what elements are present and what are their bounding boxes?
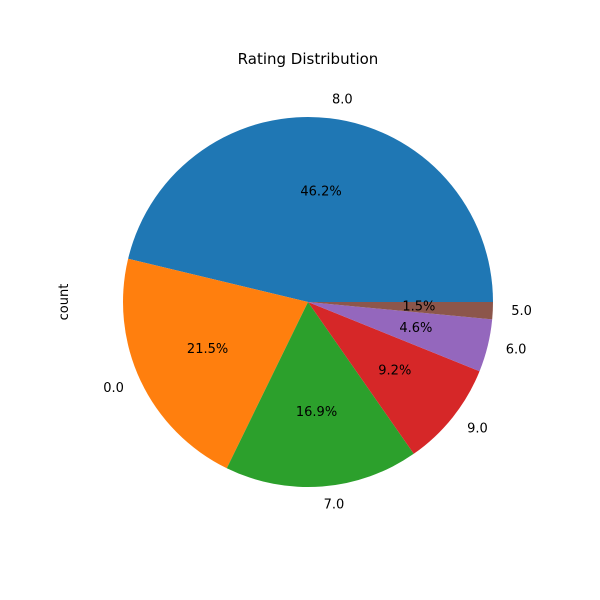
pie-slice-9-0 <box>308 302 480 454</box>
slice-label-7-0: 7.0 <box>324 497 345 512</box>
slice-percent-5-0: 1.5% <box>402 300 435 315</box>
pie-slice-0-0 <box>122 258 308 469</box>
slice-percent-8-0: 46.2% <box>300 184 341 199</box>
slice-percent-7-0: 16.9% <box>296 405 337 420</box>
pie-slice-7-0 <box>226 302 414 488</box>
slice-label-8-0: 8.0 <box>332 92 353 107</box>
slice-label-9-0: 9.0 <box>467 421 488 436</box>
pie-slice-8-0 <box>128 116 493 302</box>
pie-labels: 8.0 46.2% 0.0 21.5% 7.0 16.9% 9.0 9.2% 6.0 4.6% 5.… <box>103 92 532 512</box>
slice-percent-6-0: 4.6% <box>399 321 432 336</box>
y-axis-label: count <box>57 284 72 321</box>
slice-label-6-0: 6.0 <box>506 343 527 358</box>
slice-percent-9-0: 9.2% <box>378 364 411 379</box>
slice-label-5-0: 5.0 <box>511 304 532 319</box>
slice-label-0-0: 0.0 <box>103 381 124 396</box>
pie-slice-6-0 <box>308 302 493 372</box>
slice-percent-0-0: 21.5% <box>187 342 228 357</box>
pie-slices <box>122 116 493 488</box>
chart-title: Rating Distribution <box>238 50 379 68</box>
pie-slice-5-0 <box>308 302 493 320</box>
